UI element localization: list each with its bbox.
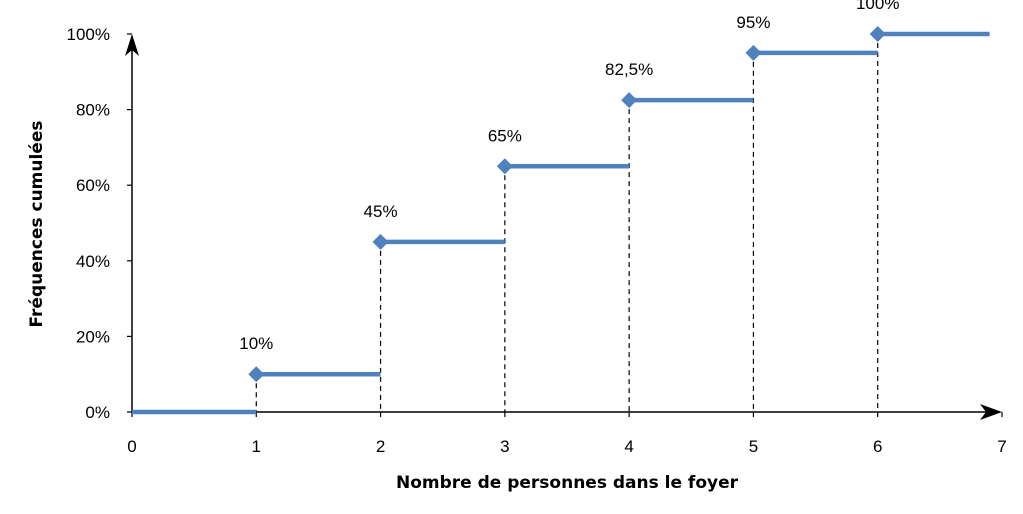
y-axis-ticks: 0% 20% 40% 60% 80% 100% bbox=[67, 25, 132, 422]
y-tick-label: 40% bbox=[76, 252, 110, 271]
y-axis-arrowhead bbox=[125, 34, 139, 56]
point-marker bbox=[372, 233, 389, 250]
y-tick-label: 0% bbox=[85, 403, 110, 422]
data-labels: 10% 45% 65% 82,5% 95% 100% bbox=[239, 0, 899, 353]
data-label: 95% bbox=[736, 13, 770, 32]
x-tick-label: 0 bbox=[127, 437, 136, 456]
x-axis-ticks: 0 1 2 3 4 5 6 7 bbox=[127, 412, 1007, 456]
x-tick-label: 6 bbox=[873, 437, 882, 456]
point-marker bbox=[248, 366, 265, 383]
y-tick-label: 60% bbox=[76, 176, 110, 195]
x-tick-label: 5 bbox=[749, 437, 758, 456]
axes bbox=[125, 34, 1002, 420]
data-label: 10% bbox=[239, 334, 273, 353]
point-marker bbox=[745, 44, 762, 61]
x-tick-label: 3 bbox=[500, 437, 509, 456]
step-series bbox=[132, 31, 990, 415]
x-tick-label: 2 bbox=[376, 437, 385, 456]
y-axis-title: Fréquences cumulées bbox=[27, 121, 47, 328]
point-marker bbox=[869, 26, 886, 42]
point-markers bbox=[248, 26, 886, 383]
x-axis-arrowhead bbox=[980, 404, 1002, 420]
data-label: 65% bbox=[488, 126, 522, 145]
y-tick-label: 100% bbox=[67, 25, 110, 44]
x-tick-label: 1 bbox=[252, 437, 261, 456]
data-label: 100% bbox=[856, 0, 899, 13]
x-tick-label: 7 bbox=[997, 437, 1006, 456]
y-tick-label: 80% bbox=[76, 101, 110, 120]
x-axis-title: Nombre de personnes dans le foyer bbox=[396, 473, 739, 493]
point-marker bbox=[621, 92, 638, 109]
y-tick-label: 20% bbox=[76, 327, 110, 346]
data-label: 82,5% bbox=[605, 60, 653, 79]
x-tick-label: 4 bbox=[624, 437, 633, 456]
point-marker bbox=[496, 158, 513, 175]
data-label: 45% bbox=[364, 202, 398, 221]
dashed-guides bbox=[255, 34, 879, 412]
